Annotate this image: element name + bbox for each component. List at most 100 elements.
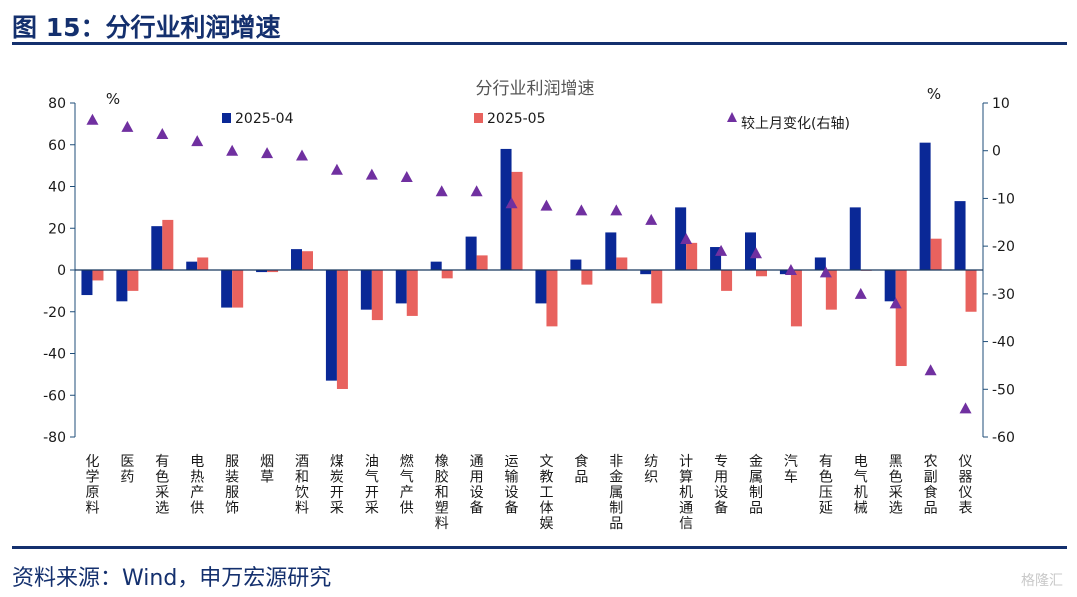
- bar-2025-05: [930, 238, 942, 270]
- bar-2025-04: [360, 270, 372, 310]
- bar-2025-04: [954, 201, 966, 270]
- left-unit-label: %: [106, 90, 120, 108]
- bar-2025-04: [710, 247, 722, 270]
- bar-2025-04: [779, 270, 791, 275]
- bar-2025-04: [849, 207, 861, 270]
- bar-2025-04: [500, 148, 512, 270]
- bar-2025-05: [92, 270, 104, 281]
- change-marker: [819, 266, 832, 278]
- left-axis-tick-label: -60: [43, 388, 66, 404]
- bar-2025-05: [232, 270, 244, 308]
- bar-2025-05: [441, 270, 453, 279]
- bar-2025-05: [616, 257, 628, 270]
- category-label: 医药: [120, 454, 134, 486]
- category-label: 电热产供: [190, 454, 204, 517]
- bar-2025-05: [197, 257, 209, 270]
- legend-label-change: 较上月变化(右轴): [741, 116, 850, 132]
- change-marker: [750, 247, 762, 259]
- bar-2025-04: [395, 270, 407, 304]
- bar-2025-04: [81, 270, 93, 296]
- change-marker: [121, 120, 134, 132]
- bottom-rule: [12, 546, 1067, 549]
- category-label: 非金属制品: [609, 454, 623, 532]
- category-label: 橡胶和塑料: [435, 454, 449, 532]
- figure-title: 图 15：分行业利润增速: [12, 13, 281, 42]
- change-marker: [575, 204, 588, 216]
- bar-2025-04: [256, 270, 268, 273]
- change-marker: [261, 147, 274, 159]
- change-marker: [959, 402, 972, 414]
- category-label: 文教工体娱: [539, 454, 553, 532]
- left-axis-tick-label: 40: [48, 180, 66, 196]
- left-axis-tick-label: -40: [43, 347, 66, 363]
- bar-2025-05: [127, 270, 139, 291]
- category-label: 有色压延: [819, 454, 833, 517]
- bar-2025-05: [267, 270, 279, 273]
- change-marker: [505, 197, 518, 209]
- change-marker: [191, 135, 204, 147]
- legend-swatch-2025-04: [222, 113, 231, 123]
- category-label: 电气机械: [854, 454, 868, 517]
- change-marker: [156, 128, 169, 140]
- change-marker: [296, 149, 308, 161]
- right-axis-tick-label: -60: [992, 430, 1015, 446]
- left-axis-tick-label: 0: [57, 263, 66, 279]
- bar-2025-05: [546, 270, 558, 327]
- category-label: 油气开采: [365, 454, 379, 517]
- category-label: 通用设备: [470, 454, 484, 517]
- category-label: 烟草: [260, 454, 274, 486]
- bar-2025-05: [790, 270, 802, 327]
- left-axis-tick-label: -20: [43, 305, 66, 321]
- bar-2025-05: [651, 270, 663, 304]
- change-marker: [400, 170, 413, 182]
- legend-label-2025-05: 2025-05: [487, 111, 546, 127]
- legend-marker-change: [727, 112, 737, 122]
- category-label: 仪器仪表: [959, 454, 973, 517]
- right-axis-tick-label: -40: [992, 335, 1015, 351]
- category-label: 纺织: [644, 454, 658, 486]
- category-label: 酒和饮料: [295, 454, 309, 517]
- bar-2025-04: [430, 261, 442, 270]
- category-label: 黑色采选: [889, 454, 903, 517]
- bar-2025-05: [756, 270, 767, 277]
- bar-2025-04: [675, 207, 687, 270]
- legend: 2025-04 2025-05 较上月变化(右轴): [222, 111, 850, 132]
- category-label: 计算机通信: [679, 454, 693, 532]
- bar-2025-04: [325, 270, 337, 381]
- bar-2025-04: [605, 232, 617, 270]
- category-label: 金属制品: [749, 454, 763, 517]
- category-label: 有色采选: [155, 454, 169, 517]
- bar-2025-04: [570, 259, 582, 270]
- bar-2025-04: [640, 270, 652, 275]
- bar-2025-04: [221, 270, 233, 308]
- left-axis-tick-label: -80: [43, 430, 66, 446]
- change-marker: [889, 297, 902, 309]
- bar-2025-04: [535, 270, 547, 304]
- left-axis-tick-label: 60: [48, 138, 66, 154]
- category-label: 服装服饰: [225, 454, 239, 517]
- category-label: 煤炭开采: [330, 454, 344, 517]
- category-label: 专用设备: [714, 454, 728, 517]
- bar-2025-05: [302, 251, 313, 270]
- bar-2025-04: [745, 232, 756, 270]
- chart-title: 分行业利润增速: [476, 79, 595, 99]
- legend-label-2025-04: 2025-04: [235, 111, 294, 127]
- bar-2025-05: [336, 270, 348, 389]
- bar-2025-04: [151, 226, 163, 270]
- bar-2025-04: [884, 270, 896, 302]
- watermark: 格隆汇: [1021, 573, 1063, 589]
- right-axis-tick-label: 10: [992, 96, 1010, 112]
- change-marker: [86, 113, 99, 125]
- top-rule: [12, 42, 1067, 45]
- chart: 分行业利润增速 % % 2025-04 2025-05 较上月变化(右轴) 80…: [43, 79, 1015, 532]
- bar-2025-05: [162, 219, 174, 270]
- bar-2025-05: [721, 270, 733, 291]
- bar-2025-04: [919, 142, 931, 270]
- change-marker: [540, 199, 553, 211]
- bar-2025-05: [686, 242, 698, 270]
- bar-2025-05: [406, 270, 418, 316]
- right-axis-tick-label: -20: [992, 239, 1015, 255]
- bar-2025-04: [814, 257, 826, 270]
- right-axis-tick-label: -30: [992, 287, 1015, 303]
- bar-2025-04: [465, 236, 477, 270]
